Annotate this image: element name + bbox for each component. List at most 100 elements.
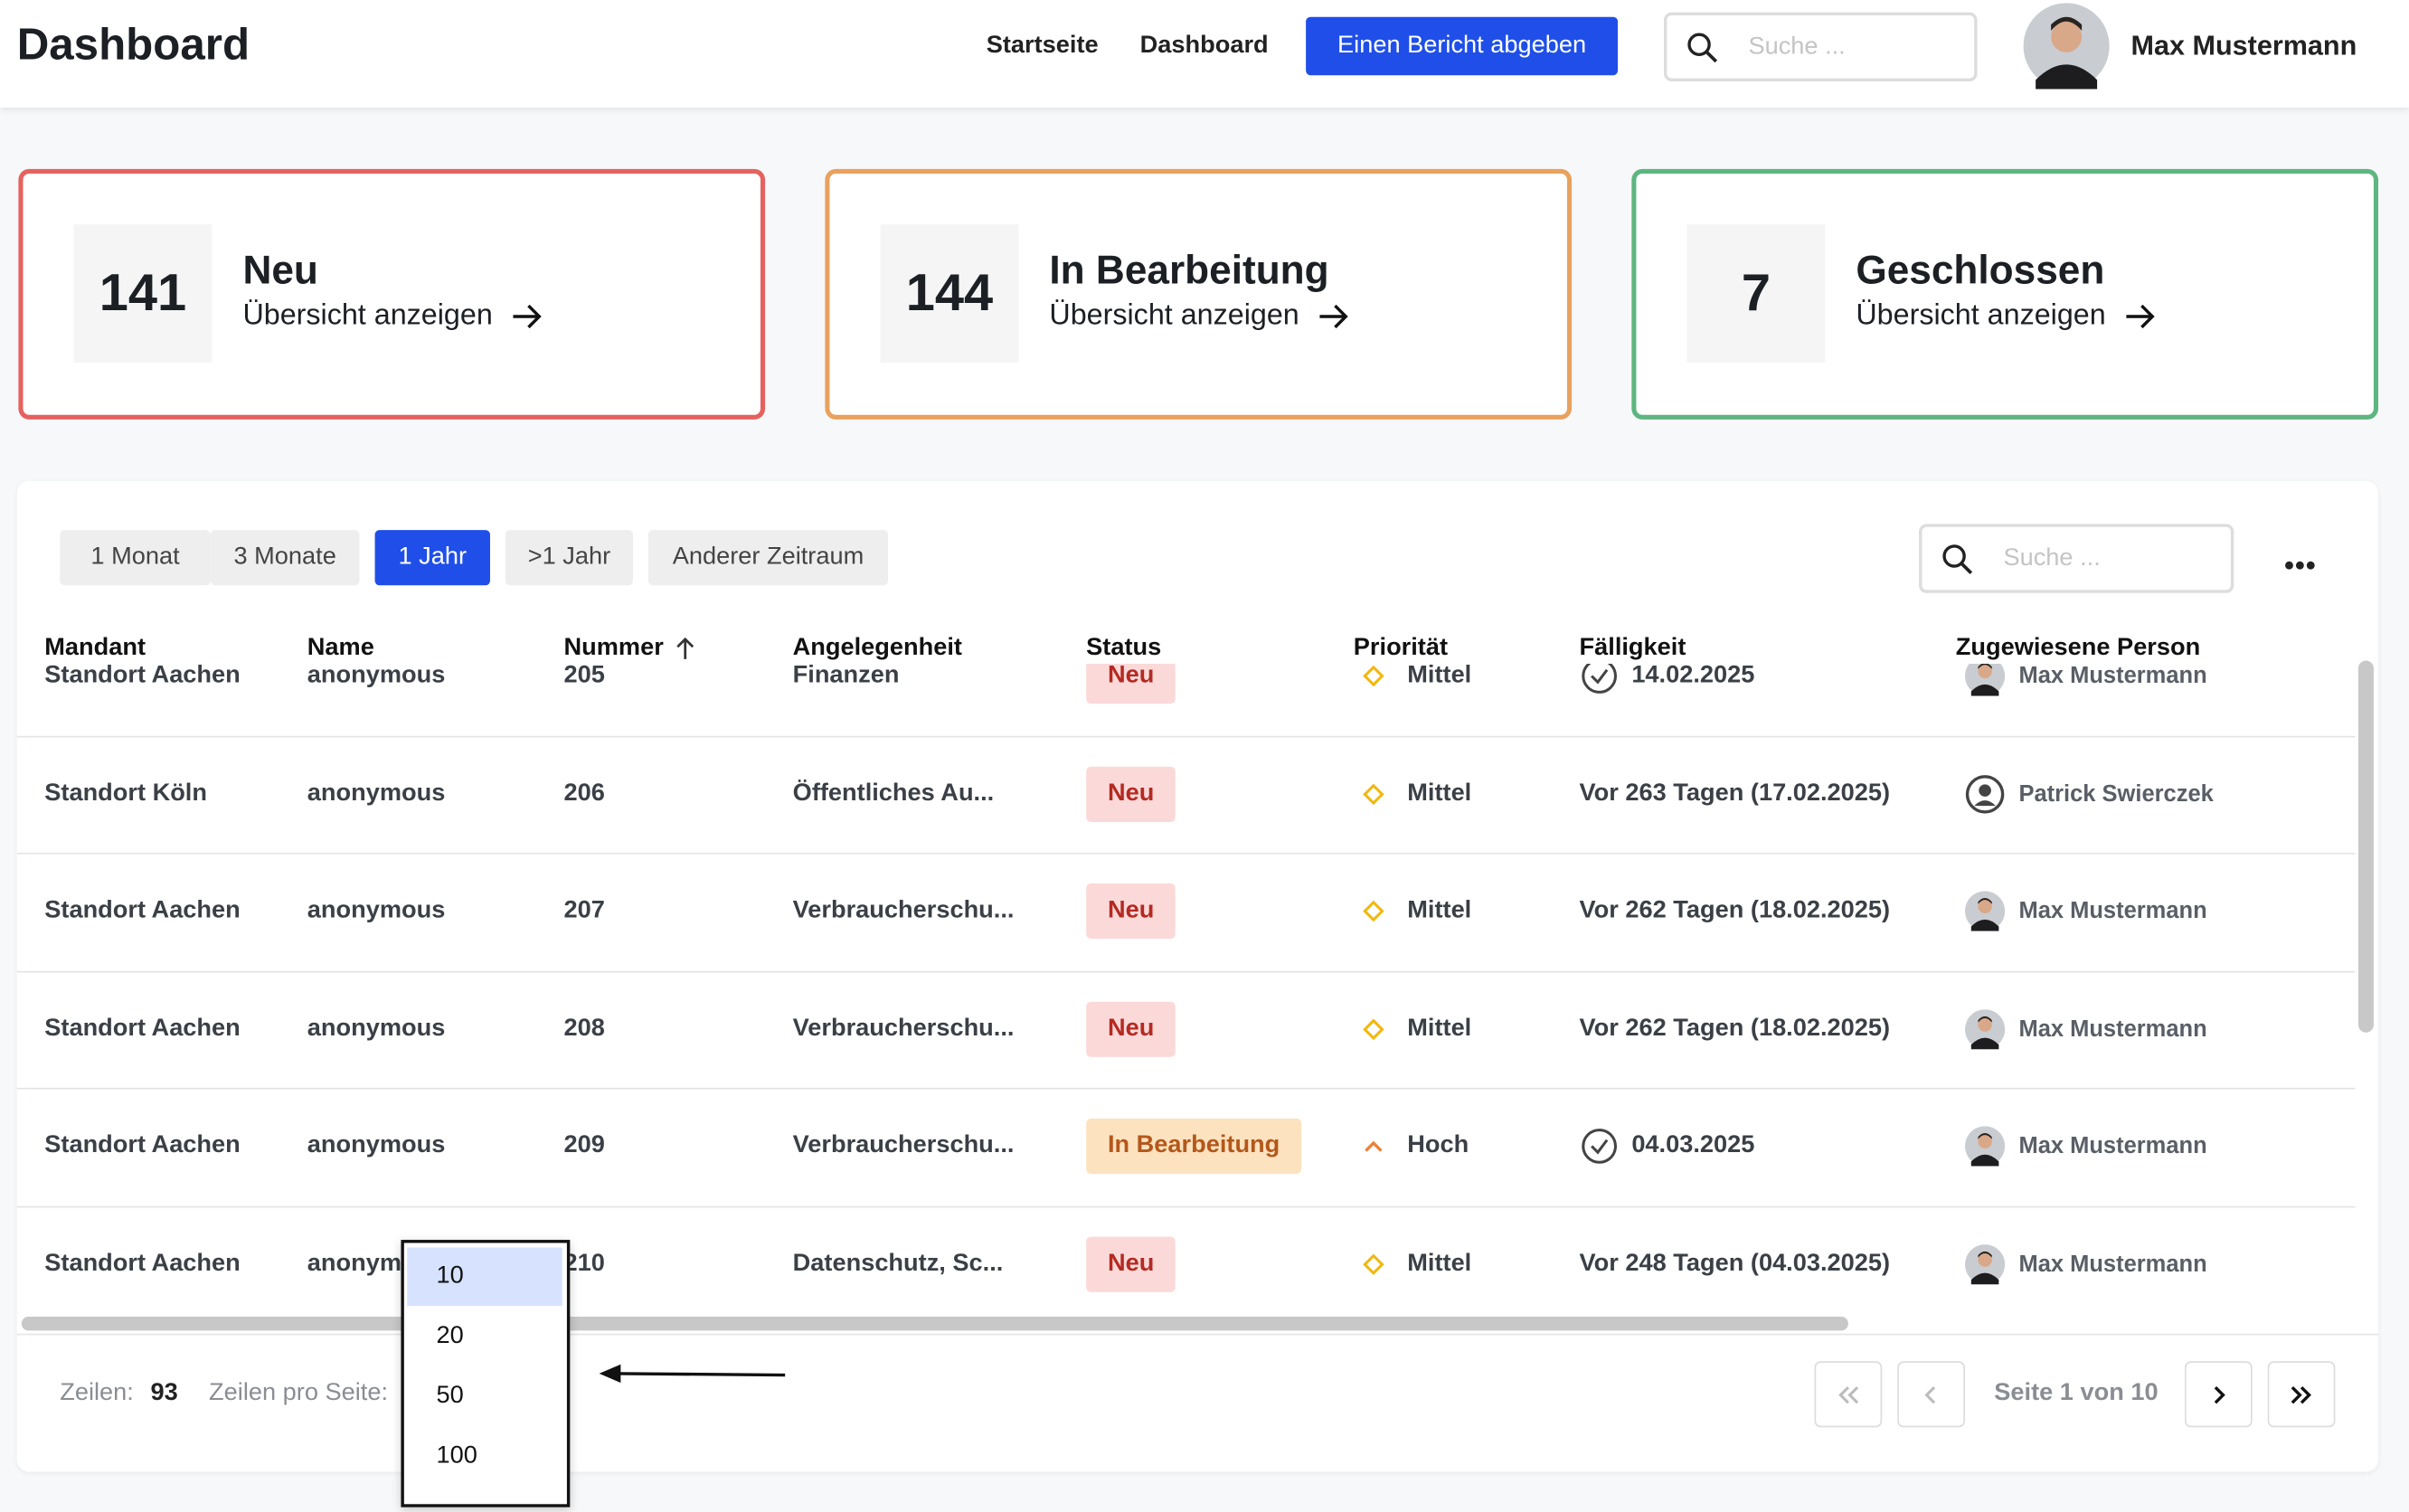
priority-text: Mittel xyxy=(1407,780,1472,807)
dropdown-option[interactable]: 20 xyxy=(436,1322,464,1349)
footer-divider xyxy=(16,1333,2379,1336)
status-badge: In Bearbeitung xyxy=(1086,1118,1302,1175)
cell-text: Standort Aachen xyxy=(44,1132,241,1159)
report-button[interactable]: Einen Bericht abgeben xyxy=(1306,16,1619,76)
cell-text: Finanzen xyxy=(792,663,900,689)
filter-button[interactable]: Anderer Zeitraum xyxy=(647,530,889,586)
priority-icon-svg xyxy=(1365,1140,1383,1152)
card-label: In Bearbeitung xyxy=(1049,246,1329,293)
arrow-icon xyxy=(2123,303,2157,338)
filter-button[interactable]: 1 Jahr xyxy=(374,530,490,586)
assignee-avatar-svg xyxy=(1965,663,2006,696)
row-divider xyxy=(16,734,2356,737)
pagination-button[interactable] xyxy=(1814,1361,1883,1428)
column-header: Name xyxy=(307,634,374,661)
assignee-avatar-svg xyxy=(1965,774,2005,813)
pagination-icon xyxy=(1836,1383,1860,1415)
status-badge: Neu xyxy=(1086,663,1176,704)
assignee-avatar xyxy=(1964,891,2006,939)
dropdown-option[interactable]: 100 xyxy=(436,1442,477,1469)
due-icon-svg xyxy=(1582,663,1618,694)
cell-text: Standort Aachen xyxy=(44,897,241,924)
card-count: 144 xyxy=(880,224,1019,363)
cell-text: 209 xyxy=(563,1132,605,1159)
h-scroll-thumb xyxy=(21,1317,1848,1331)
assignee-name: Max Mustermann xyxy=(2018,1016,2207,1042)
column-header: Zugewiesene Person xyxy=(1955,634,2201,661)
cell-text: anonymous xyxy=(307,1015,446,1042)
column-header: Angelegenheit xyxy=(792,634,962,661)
cell-text: Öffentliches Au... xyxy=(792,780,995,807)
assignee-avatar-svg xyxy=(1964,1126,2006,1167)
card-count: 7 xyxy=(1686,224,1826,363)
pagination-button[interactable] xyxy=(1897,1361,1965,1428)
assignee-avatar-svg xyxy=(1964,1008,2006,1049)
card-link: Übersicht anzeigen xyxy=(242,299,493,332)
status-badge: Neu xyxy=(1086,1000,1176,1057)
cell-text: Verbraucherschu... xyxy=(792,1132,1015,1159)
priority-icon xyxy=(1361,899,1385,931)
priority-text: Mittel xyxy=(1407,897,1472,924)
search-icon xyxy=(1686,30,1719,71)
pagination-button[interactable] xyxy=(2184,1361,2253,1428)
row-divider xyxy=(16,969,2356,972)
pagination-icon-svg xyxy=(1924,1386,1936,1404)
assignee-name: Max Mustermann xyxy=(2018,663,2207,689)
cell-text: Standort Köln xyxy=(44,780,207,807)
pagination-icon xyxy=(2206,1383,2231,1415)
more-icon-svg xyxy=(2285,561,2315,570)
row-divider xyxy=(16,1205,2356,1207)
header-bar xyxy=(0,0,2409,108)
arrow-icon xyxy=(510,303,543,338)
dropdown-option[interactable]: 50 xyxy=(436,1383,464,1409)
priority-text: Mittel xyxy=(1407,1015,1472,1042)
cell-text: Datenschutz, Sc... xyxy=(792,1250,1004,1277)
nav-link[interactable]: Startseite xyxy=(986,32,1099,59)
user-avatar xyxy=(2023,3,2110,97)
annotation-arrow xyxy=(596,1358,789,1396)
due-text: Vor 248 Tagen (04.03.2025) xyxy=(1579,1250,1891,1277)
rows-count: 93 xyxy=(150,1379,178,1406)
filter-button[interactable]: 1 Monat xyxy=(60,530,211,586)
column-header[interactable]: Nummer xyxy=(563,634,664,661)
pagination-icon xyxy=(2289,1383,2313,1415)
status-badge: Neu xyxy=(1086,1235,1176,1291)
rows-label: Zeilen: xyxy=(60,1379,134,1406)
cell-text: anonymous xyxy=(307,897,446,924)
search-icon xyxy=(1941,542,1974,583)
per-page-label: Zeilen pro Seite: xyxy=(209,1379,389,1406)
table-body: Standort Aachen anonymous 205 Finanzen Neu Mi… xyxy=(16,663,2356,1310)
cell-text: Standort Aachen xyxy=(44,663,241,689)
status-card[interactable] xyxy=(825,168,1573,420)
card-link: Übersicht anzeigen xyxy=(1856,299,2106,332)
priority-icon-svg xyxy=(1363,1017,1384,1040)
pagination-button[interactable] xyxy=(2267,1361,2336,1428)
assignee-name: Max Mustermann xyxy=(2018,1132,2207,1159)
assignee-avatar xyxy=(1964,1008,2006,1056)
assignee-avatar xyxy=(1964,1126,2006,1174)
due-text: Vor 262 Tagen (18.02.2025) xyxy=(1579,897,1891,924)
assignee-avatar-svg xyxy=(1964,891,2006,931)
filter-button[interactable]: 3 Monate xyxy=(210,530,360,586)
due-icon-svg xyxy=(1582,1129,1618,1164)
assignee-avatar xyxy=(1965,773,2005,821)
nav-link[interactable]: Dashboard xyxy=(1139,32,1269,59)
card-link: Übersicht anzeigen xyxy=(1049,299,1299,332)
filter-button[interactable]: >1 Jahr xyxy=(505,530,633,586)
priority-text: Hoch xyxy=(1407,1132,1469,1159)
status-badge: Neu xyxy=(1086,883,1176,940)
search-icon-svg xyxy=(1687,32,1718,62)
cell-text: 210 xyxy=(563,1250,605,1277)
more-icon xyxy=(2283,552,2317,580)
cell-text: 208 xyxy=(563,1015,605,1042)
arrow-icon-svg xyxy=(2126,304,2155,329)
column-header: Priorität xyxy=(1353,634,1449,661)
search-box[interactable] xyxy=(1919,524,2234,593)
dropdown-option[interactable]: 10 xyxy=(407,1247,562,1307)
user-avatar-svg xyxy=(2023,3,2110,90)
due-text: Vor 263 Tagen (17.02.2025) xyxy=(1579,780,1891,807)
pagination-icon-svg xyxy=(2291,1385,2311,1404)
cell-text: Verbraucherschu... xyxy=(792,1015,1015,1042)
sort-icon xyxy=(673,636,697,668)
search-box[interactable] xyxy=(1663,12,1978,82)
